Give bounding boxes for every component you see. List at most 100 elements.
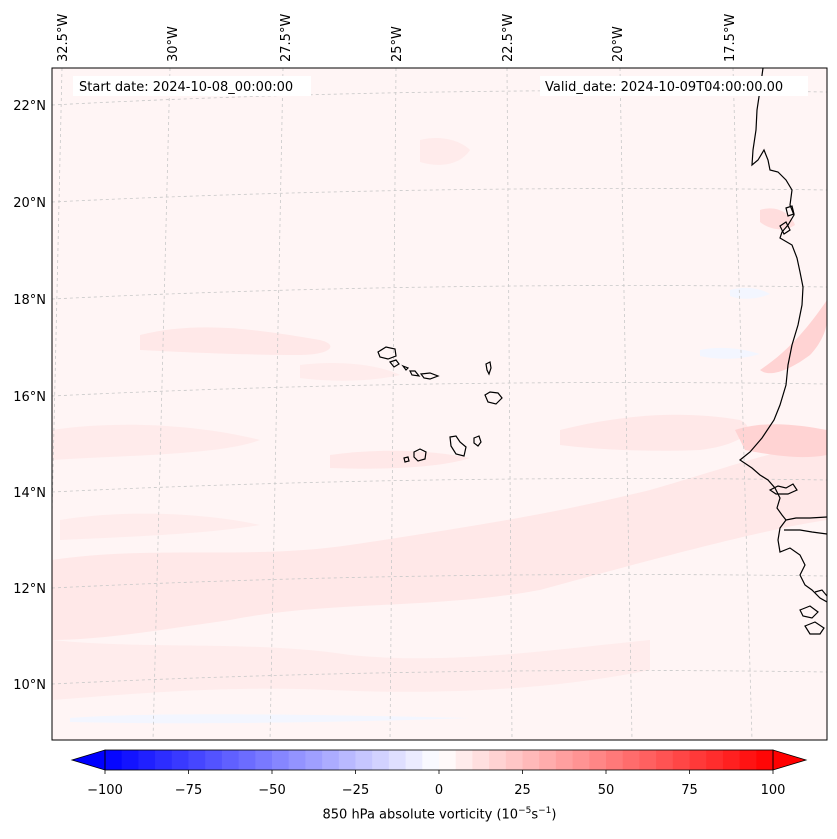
colorbar-segment xyxy=(539,750,557,770)
colorbar-tick-label: −50 xyxy=(258,783,285,798)
latitude-tick-labels: 22°N 20°N 18°N 16°N 14°N 12°N 10°N xyxy=(13,99,46,693)
lon-tick-label: 20°W xyxy=(611,26,626,62)
colorbar-tick-label: −75 xyxy=(175,783,202,798)
african-coastline xyxy=(738,68,827,635)
colorbar-tick-label: 75 xyxy=(681,783,698,798)
island-santiago xyxy=(449,435,467,457)
longitude-tick-labels: 32.5°W 30°W 27.5°W 25°W 22.5°W 20°W 17.5… xyxy=(56,14,738,62)
colorbar-segment xyxy=(706,750,724,770)
colorbar: −100 −75 −50 −25 0 25 50 75 100 xyxy=(70,749,808,798)
valid-date-label: Valid_date: 2024-10-09T04:00:00.00 xyxy=(545,80,783,95)
vorticity-field-strong-patches xyxy=(735,208,827,458)
island-fogo xyxy=(413,448,427,462)
colorbar-segment xyxy=(472,750,490,770)
colorbar-tick-label: 50 xyxy=(598,783,615,798)
lat-tick-label: 10°N xyxy=(13,678,46,693)
lon-tick-label: 32.5°W xyxy=(56,14,71,62)
colorbar-tick-label: 100 xyxy=(761,783,786,798)
colorbar-segment xyxy=(121,750,139,770)
lat-tick-label: 18°N xyxy=(13,293,46,308)
island-sao-nicolau-east xyxy=(419,372,440,380)
vorticity-field-background xyxy=(52,68,827,740)
colorbar-tick-labels: −100 −75 −50 −25 0 25 50 75 100 xyxy=(87,783,785,798)
colorbar-title-prefix: 850 hPa absolute vorticity (10 xyxy=(322,807,519,823)
lon-tick-label: 22.5°W xyxy=(501,14,516,62)
colorbar-tick-label: −100 xyxy=(87,783,123,798)
colorbar-segment xyxy=(589,750,607,770)
colorbar-tick-label: 25 xyxy=(514,783,531,798)
valid-date-box xyxy=(540,76,808,96)
colorbar-segment xyxy=(238,750,256,770)
lon-tick-label: 30°W xyxy=(166,26,181,62)
start-date-label: Start date: 2024-10-08_00:00:00 xyxy=(79,80,293,95)
colorbar-title-suffix: ) xyxy=(551,807,557,823)
colorbar-segment xyxy=(322,750,340,770)
colorbar-segment xyxy=(205,750,223,770)
colorbar-segment xyxy=(505,750,523,770)
colorbar-segment xyxy=(689,750,707,770)
lat-tick-label: 16°N xyxy=(13,390,46,405)
colorbar-segment xyxy=(439,750,457,770)
colorbar-segment xyxy=(255,750,273,770)
lat-tick-label: 14°N xyxy=(13,486,46,501)
island-maio xyxy=(473,435,482,447)
lat-tick-label: 22°N xyxy=(13,99,46,114)
island-santa-luzia xyxy=(401,364,410,371)
colorbar-extend-high xyxy=(772,749,808,771)
colorbar-title-exponent: −1 xyxy=(538,806,552,816)
colorbar-title-unit: s xyxy=(531,807,539,823)
map-frame xyxy=(51,67,828,741)
colorbar-segment xyxy=(405,750,423,770)
colorbar-segment xyxy=(739,750,757,770)
lat-tick-label: 12°N xyxy=(13,582,46,597)
vorticity-field-patches xyxy=(52,138,827,700)
map-gridlines xyxy=(52,68,827,740)
colorbar-segment xyxy=(171,750,189,770)
colorbar-tick-label: −25 xyxy=(342,783,369,798)
colorbar-segment xyxy=(338,750,356,770)
colorbar-title: 850 hPa absolute vorticity (10−5s−1) xyxy=(52,806,827,822)
colorbar-segment xyxy=(522,750,540,770)
island-sao-vicente xyxy=(388,359,400,368)
colorbar-segment xyxy=(155,750,173,770)
island-sal xyxy=(485,361,492,376)
island-boa-vista xyxy=(484,391,503,405)
colorbar-segment xyxy=(722,750,741,770)
colorbar-segments xyxy=(105,750,774,770)
colorbar-segment xyxy=(606,750,624,770)
colorbar-segment xyxy=(672,750,690,770)
colorbar-segment xyxy=(221,750,240,770)
colorbar-title-exponent: −5 xyxy=(518,806,532,816)
colorbar-segment xyxy=(138,750,156,770)
colorbar-segment xyxy=(555,750,574,770)
colorbar-segment xyxy=(188,750,206,770)
lon-tick-label: 27.5°W xyxy=(279,14,294,62)
colorbar-segment xyxy=(639,750,657,770)
lat-tick-label: 20°N xyxy=(13,196,46,211)
colorbar-segment xyxy=(105,750,123,770)
colorbar-segment xyxy=(489,750,507,770)
island-sao-nicolau xyxy=(409,370,421,377)
colorbar-segment xyxy=(305,750,323,770)
colorbar-segment xyxy=(288,750,306,770)
colorbar-segment xyxy=(756,750,774,770)
negative-vorticity-patches xyxy=(70,287,770,724)
colorbar-segment xyxy=(272,750,290,770)
colorbar-ticks xyxy=(104,770,774,774)
colorbar-segment xyxy=(656,750,674,770)
colorbar-segment xyxy=(372,750,390,770)
colorbar-extend-low xyxy=(70,749,106,771)
lon-tick-label: 25°W xyxy=(390,26,405,62)
island-santo-antao xyxy=(377,346,397,360)
start-date-box xyxy=(73,76,311,96)
colorbar-segment xyxy=(388,750,407,770)
map-panel: Start date: 2024-10-08_00:00:00 Valid_da… xyxy=(52,68,827,740)
island-brava xyxy=(403,456,410,463)
colorbar-segment xyxy=(422,750,440,770)
colorbar-segment xyxy=(622,750,640,770)
lon-tick-label: 17.5°W xyxy=(723,14,738,62)
cape-verde-islands xyxy=(377,346,503,463)
colorbar-segment xyxy=(572,750,590,770)
colorbar-segment xyxy=(355,750,373,770)
